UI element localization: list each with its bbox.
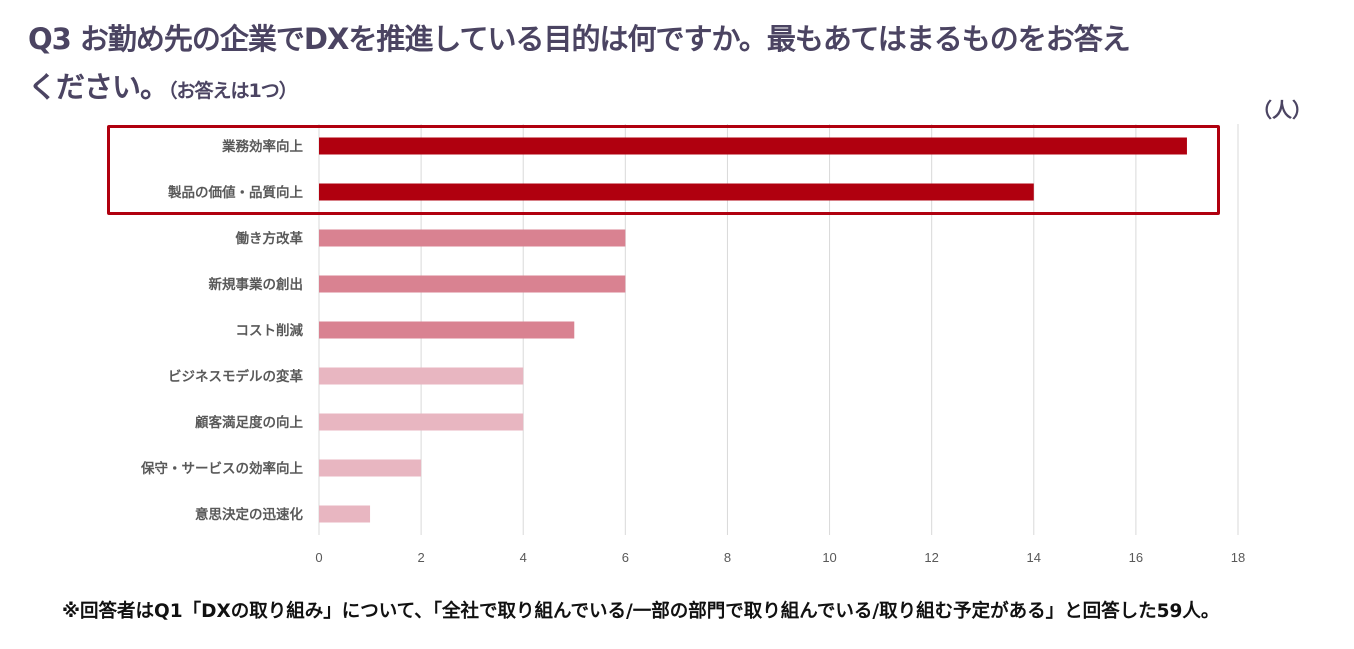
category-label: 業務効率向上: [221, 138, 303, 155]
highlight-box: [107, 125, 1220, 215]
x-tick-label: 10: [822, 550, 836, 565]
bar: [319, 505, 371, 523]
category-label: 意思決定の迅速化: [195, 506, 303, 523]
chart-title-cont: ください。: [28, 70, 169, 104]
x-tick-label: 8: [724, 550, 731, 565]
x-tick-label: 18: [1231, 550, 1245, 565]
bar: [319, 413, 524, 431]
category-label: 新規事業の創出: [209, 276, 304, 293]
bar: [319, 275, 626, 293]
category-label: ビジネスモデルの変革: [168, 368, 303, 385]
category-label: 顧客満足度の向上: [195, 414, 303, 431]
chart-title: Q3 お勤め先の企業でDXを推進している目的は何ですか。最もあてはまるものをお答…: [28, 22, 1131, 56]
answer-note: （お答えは1つ）: [168, 80, 298, 102]
chart-title-line2: ください。（お答えは1つ）: [28, 64, 298, 106]
bar: [319, 321, 575, 339]
x-tick-label: 12: [924, 550, 938, 565]
bar: [319, 367, 524, 385]
bar: [319, 459, 422, 477]
footnote: ※回答者はQ1「DXの取り組み」について、「全社で取り組んでいる/一部の部門で取…: [62, 601, 1220, 622]
category-label: コスト削減: [236, 322, 304, 339]
x-tick-label: 4: [520, 550, 527, 565]
x-tick-label: 14: [1027, 550, 1041, 565]
bar: [319, 137, 1187, 155]
category-label: 製品の価値・品質向上: [167, 184, 303, 201]
x-tick-label: 0: [315, 550, 322, 565]
x-tick-label: 16: [1129, 550, 1143, 565]
bar: [319, 183, 1034, 201]
category-label: 働き方改革: [235, 230, 304, 247]
bar: [319, 229, 626, 247]
x-tick-label: 2: [417, 550, 424, 565]
category-label: 保守・サービスの効率向上: [140, 460, 303, 477]
unit-label: （人）: [1252, 98, 1312, 122]
x-tick-label: 6: [622, 550, 629, 565]
